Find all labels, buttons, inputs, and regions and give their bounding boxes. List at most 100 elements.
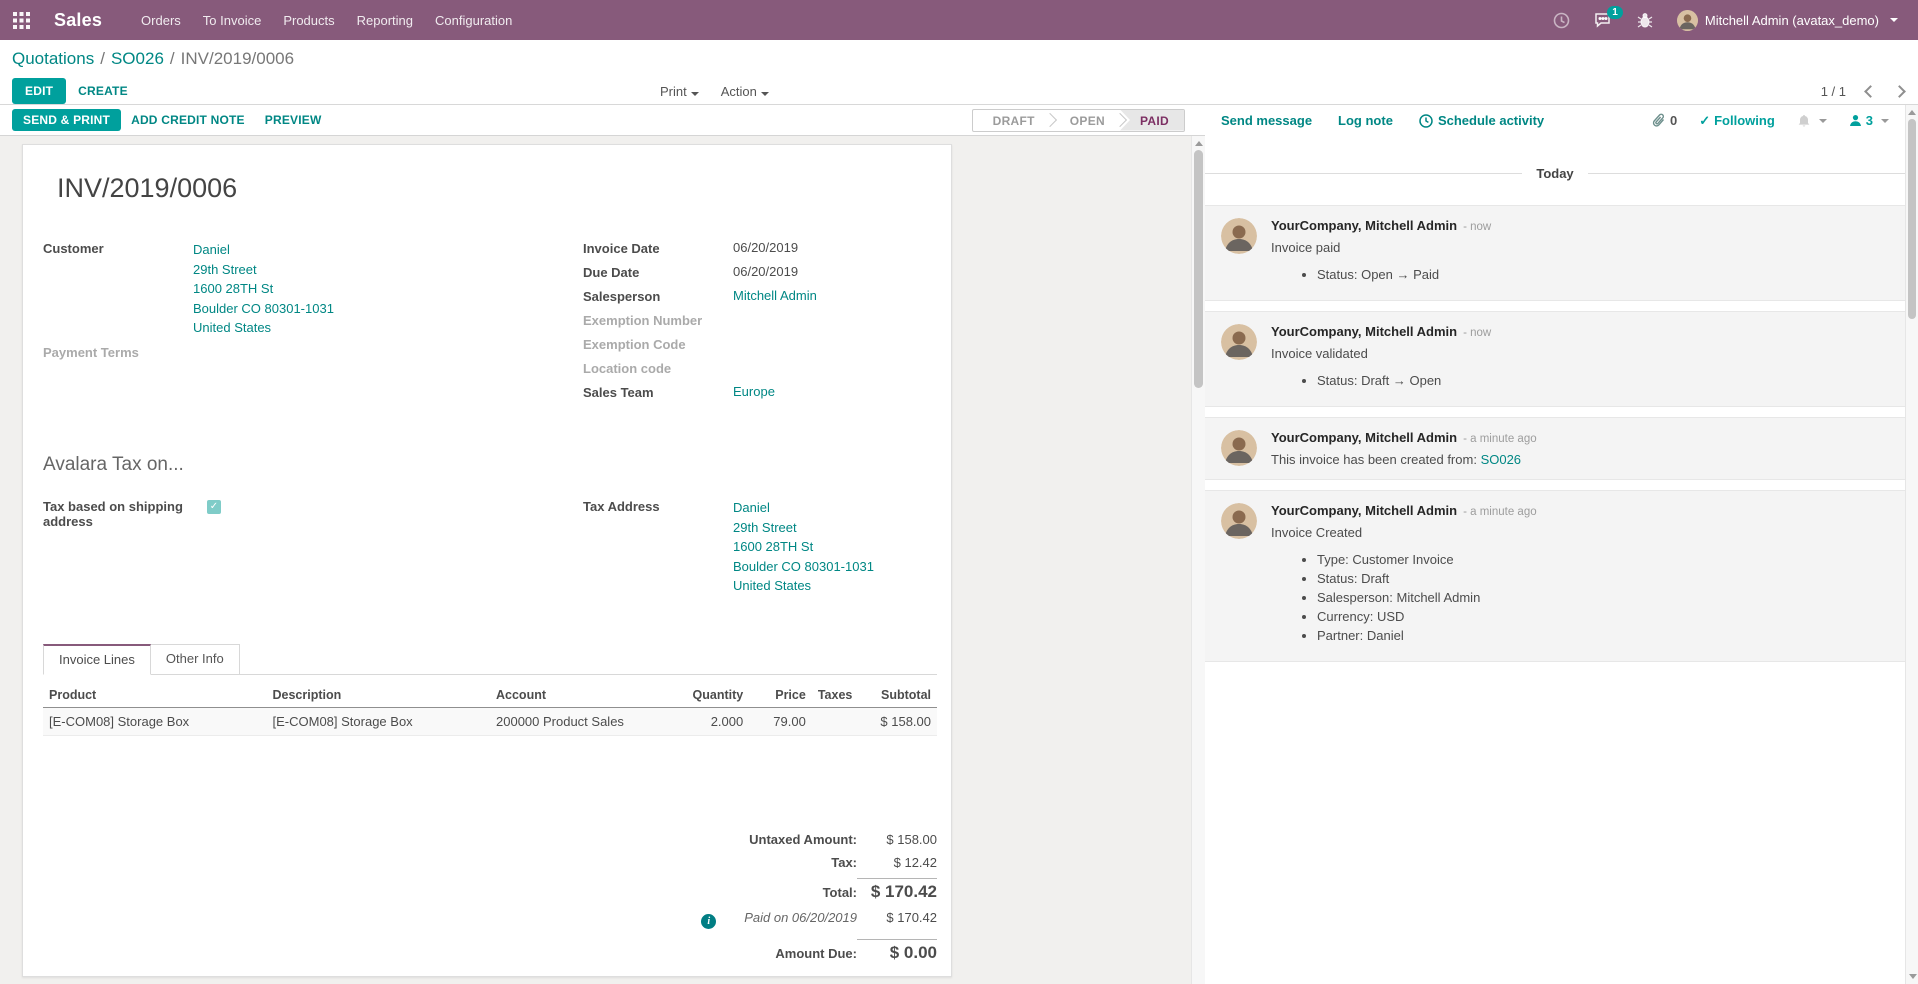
schedule-activity-label: Schedule activity (1437, 113, 1545, 128)
invoice-date-label: Invoice Date (583, 241, 660, 256)
menu-to-invoice[interactable]: To Invoice (202, 12, 262, 28)
total-value: $ 170.42 (857, 877, 937, 902)
payment-info-icon[interactable]: i (701, 913, 717, 929)
menu-configuration[interactable]: Configuration (435, 12, 513, 28)
untaxed-amount-label: Untaxed Amount: (749, 831, 857, 847)
col-price[interactable]: Price (749, 682, 812, 708)
salesperson-value[interactable]: Mitchell Admin (733, 288, 817, 303)
bug-icon[interactable] (1625, 0, 1665, 40)
send-print-button[interactable]: SEND & PRINT (12, 109, 122, 131)
scrollbar-thumb[interactable] (1194, 150, 1203, 388)
form-scrollbar[interactable] (1191, 136, 1205, 984)
avatar[interactable] (1221, 503, 1257, 539)
form-panel: SEND & PRINT ADD CREDIT NOTE PREVIEW DRA… (0, 105, 1205, 984)
schedule-activity-button[interactable]: Schedule activity (1419, 109, 1544, 132)
window-scrollbar[interactable] (1905, 105, 1918, 984)
col-account[interactable]: Account (490, 682, 678, 708)
app-name[interactable]: Sales (54, 9, 103, 30)
notify-bell-button[interactable] (1797, 114, 1827, 128)
send-message-button[interactable]: Send message (1221, 109, 1312, 132)
avatar[interactable] (1221, 218, 1257, 254)
chevron-down-icon (1818, 118, 1827, 123)
tax-address-name[interactable]: Daniel (733, 500, 770, 515)
breadcrumb-quotations[interactable]: Quotations (12, 49, 95, 68)
invoice-title: INV/2019/0006 (57, 173, 238, 203)
amount-due-value: $ 0.00 (857, 938, 937, 963)
tab-invoice-lines[interactable]: Invoice Lines (43, 643, 151, 675)
tax-address-street[interactable]: 29th Street (733, 519, 797, 535)
scroll-down-icon[interactable] (1909, 974, 1917, 979)
status-arrow-widget: DRAFT OPEN PAID (971, 108, 1185, 132)
message-author[interactable]: YourCompany, Mitchell Admin (1271, 324, 1458, 339)
breadcrumb-separator: / (100, 49, 105, 68)
customer-city[interactable]: Boulder CO 80301-1031 (193, 300, 334, 316)
menu-products[interactable]: Products (283, 12, 335, 28)
col-subtotal[interactable]: Subtotal (865, 682, 937, 708)
activities-clock-icon[interactable] (1541, 0, 1582, 40)
state-open[interactable]: OPEN (1050, 110, 1120, 131)
scroll-up-icon[interactable] (1908, 110, 1916, 115)
messages-icon[interactable]: 1 (1582, 0, 1625, 40)
message-time: - a minute ago (1463, 433, 1537, 445)
tax-address-street2[interactable]: 1600 28TH St (733, 539, 814, 554)
following-button[interactable]: ✓ Following (1699, 113, 1775, 129)
cell-subtotal[interactable]: $ 158.00 (865, 707, 937, 736)
state-draft[interactable]: DRAFT (973, 110, 1050, 131)
cell-taxes[interactable] (811, 707, 866, 736)
bell-icon (1798, 114, 1810, 126)
col-description[interactable]: Description (266, 682, 490, 708)
apps-grid-icon[interactable] (0, 0, 42, 40)
state-paid[interactable]: PAID (1120, 109, 1184, 131)
print-dropdown[interactable]: Print (660, 84, 699, 99)
customer-link[interactable]: Daniel (193, 242, 230, 257)
table-row[interactable]: [E-COM08] Storage Box [E-COM08] Storage … (43, 707, 937, 736)
menu-reporting[interactable]: Reporting (356, 12, 414, 28)
sales-team-value[interactable]: Europe (733, 384, 775, 399)
customer-address: Daniel 29th Street 1600 28TH St Boulder … (193, 240, 334, 338)
col-taxes[interactable]: Taxes (811, 682, 866, 708)
followers-button[interactable]: 3 (1849, 113, 1889, 128)
tax-address-country[interactable]: United States (733, 578, 812, 593)
log-note-button[interactable]: Log note (1338, 109, 1393, 132)
action-dropdown[interactable]: Action (721, 84, 769, 99)
col-quantity[interactable]: Quantity (677, 682, 750, 708)
sales-team-label: Sales Team (583, 385, 654, 400)
user-menu[interactable]: Mitchell Admin (avatax_demo) (1665, 0, 1904, 40)
cell-price[interactable]: 79.00 (749, 707, 812, 736)
pager-next-icon[interactable] (1893, 84, 1906, 98)
cell-quantity[interactable]: 2.000 (677, 707, 750, 736)
message-author[interactable]: YourCompany, Mitchell Admin (1271, 218, 1458, 233)
scrollbar-thumb[interactable] (1908, 119, 1916, 319)
menu-orders[interactable]: Orders (141, 12, 181, 28)
avatar[interactable] (1221, 430, 1257, 466)
cell-description[interactable]: [E-COM08] Storage Box (266, 707, 490, 736)
cell-product[interactable]: [E-COM08] Storage Box (43, 707, 267, 736)
due-date-label: Due Date (583, 265, 640, 280)
tax-shipping-checkbox[interactable]: ✓ (207, 500, 221, 514)
following-label: Following (1714, 113, 1775, 128)
tax-address-city[interactable]: Boulder CO 80301-1031 (733, 558, 874, 574)
cell-account[interactable]: 200000 Product Sales (490, 707, 678, 736)
chatter-panel: Send message Log note Schedule activity … (1205, 105, 1905, 984)
message-author[interactable]: YourCompany, Mitchell Admin (1271, 503, 1458, 518)
breadcrumb-sale-order[interactable]: SO026 (110, 49, 164, 68)
attachments-button[interactable]: 0 (1652, 113, 1677, 128)
tab-other-info[interactable]: Other Info (150, 643, 240, 674)
add-credit-note-button[interactable]: ADD CREDIT NOTE (121, 109, 255, 131)
edit-button[interactable]: EDIT (12, 78, 67, 104)
source-order-link[interactable]: SO026 (1480, 452, 1522, 467)
preview-button[interactable]: PREVIEW (255, 109, 332, 131)
create-button[interactable]: CREATE (66, 78, 140, 104)
scroll-up-icon[interactable] (1194, 141, 1203, 146)
customer-country[interactable]: United States (193, 320, 272, 335)
customer-street[interactable]: 29th Street (193, 261, 257, 277)
pager-previous-icon[interactable] (1864, 84, 1877, 98)
tax-value: $ 12.42 (893, 854, 937, 870)
customer-street2[interactable]: 1600 28TH St (193, 281, 274, 296)
table-header-row: Product Description Account Quantity Pri… (43, 682, 937, 708)
totals-block: Untaxed Amount: $ 158.00 Tax: $ 12.42 Tota… (657, 832, 937, 963)
message-author[interactable]: YourCompany, Mitchell Admin (1271, 430, 1458, 445)
col-product[interactable]: Product (43, 682, 267, 708)
message-body-text: This invoice has been created from: (1271, 452, 1477, 467)
avatar[interactable] (1221, 324, 1257, 360)
